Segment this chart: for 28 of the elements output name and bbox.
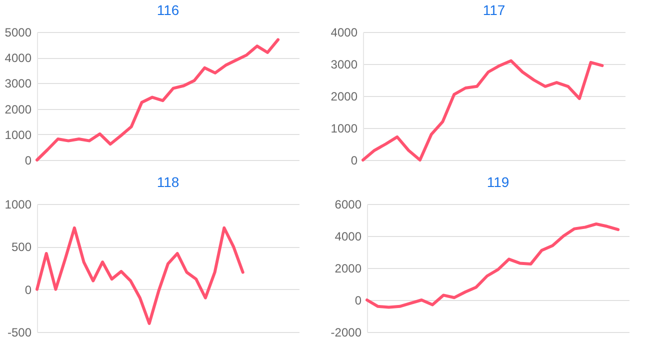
chart-title: 119	[486, 174, 510, 190]
y-tick-label: 3000	[330, 58, 358, 72]
y-tick-label: 2000	[4, 102, 32, 116]
y-tick-label: 5000	[4, 26, 32, 40]
y-tick-label: 6000	[334, 198, 362, 212]
line-series	[366, 222, 620, 309]
y-tick-label: 4000	[334, 230, 362, 244]
line-series	[36, 226, 244, 325]
y-tick-label: 1000	[4, 128, 32, 142]
y-tick-label: 4000	[330, 26, 358, 40]
chart-title: 118	[156, 174, 180, 190]
y-tick-label: 0	[350, 154, 358, 168]
chart-title: 116	[156, 2, 180, 18]
line-series	[36, 38, 280, 162]
y-tick-label: 3000	[4, 76, 32, 91]
y-tick-label: 500	[11, 240, 32, 254]
y-tick-label: 0	[354, 294, 362, 308]
chart-title: 117	[482, 2, 506, 18]
y-tick-label: 0	[24, 154, 32, 168]
y-tick-label: 1000	[330, 122, 358, 136]
line-series	[362, 59, 604, 162]
y-tick-label: 2000	[334, 262, 362, 276]
y-tick-label: 4000	[4, 51, 32, 66]
y-tick-label: 0	[24, 282, 32, 297]
y-tick-label: 2000	[330, 90, 358, 104]
y-tick-label: 1000	[4, 198, 32, 212]
y-tick-label: -500	[7, 326, 32, 340]
y-tick-label: -2000	[330, 326, 362, 340]
